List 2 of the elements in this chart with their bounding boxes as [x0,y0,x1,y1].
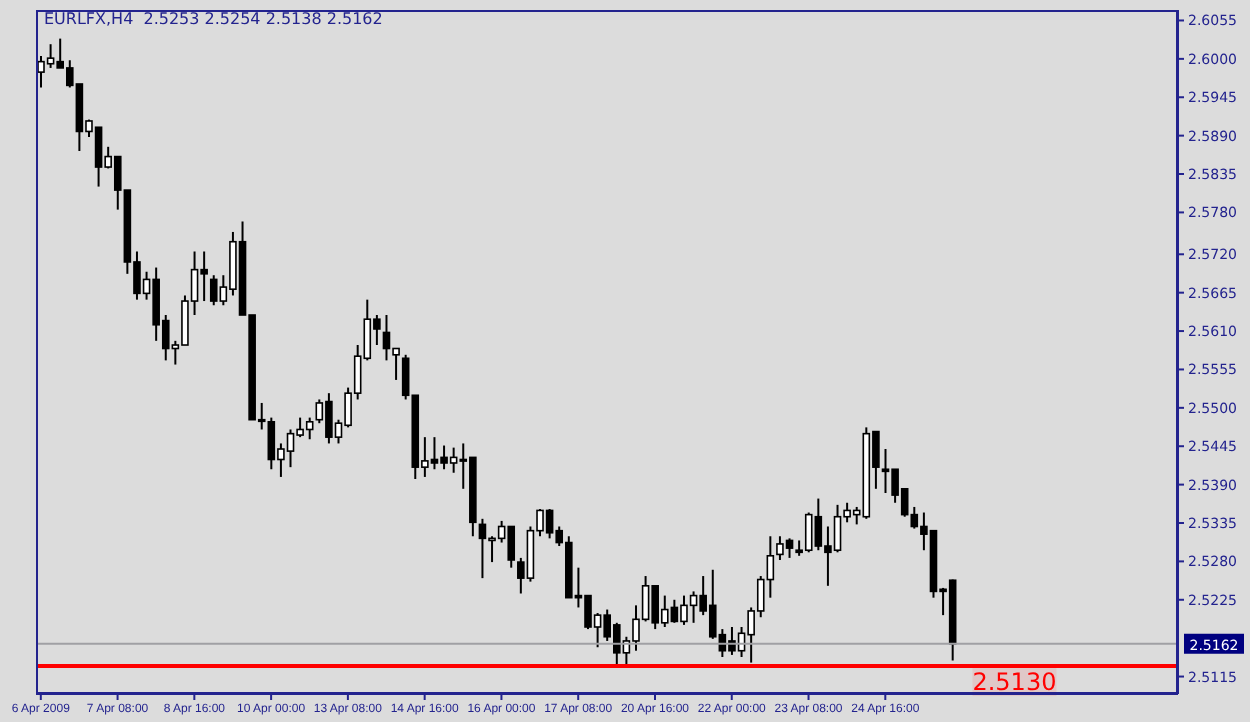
ref-line-label: 2.5130 [972,668,1057,697]
chart-title: EURLFX,H4 2.5253 2.5254 2.5138 2.5162 [44,10,383,28]
